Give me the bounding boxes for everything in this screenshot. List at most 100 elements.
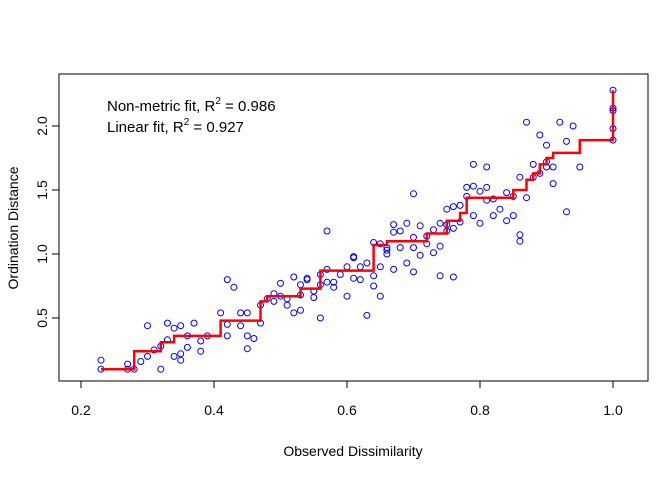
y-tick-label: 2.0 (34, 116, 50, 136)
data-point (343, 292, 351, 300)
data-point (323, 278, 331, 286)
data-point (303, 274, 311, 282)
data-point (177, 322, 185, 330)
data-point (496, 205, 504, 213)
annotation-nonmetric-sup: 2 (215, 96, 221, 107)
data-point (310, 294, 318, 301)
x-axis: 0.2 0.4 0.6 0.8 1.0 (71, 381, 623, 418)
data-point (403, 219, 411, 227)
data-point (144, 322, 151, 330)
data-point (323, 227, 331, 235)
data-point (190, 319, 198, 327)
annotation-linear-suffix: = 0.927 (189, 119, 244, 136)
data-point (243, 332, 251, 340)
x-tick-label: 0.4 (204, 402, 224, 418)
data-point (449, 203, 457, 211)
data-point (376, 263, 384, 271)
data-point (436, 272, 444, 280)
data-point (283, 301, 291, 309)
y-tick-label: 0.5 (34, 308, 50, 328)
annotation-linear-fit: Linear fit, R2 = 0.927 (107, 117, 244, 136)
data-point (330, 278, 338, 286)
data-point (469, 160, 477, 168)
data-point (197, 337, 205, 345)
data-point (483, 183, 491, 191)
data-point (223, 332, 231, 340)
data-point (396, 244, 404, 252)
data-point (363, 259, 371, 267)
y-tick-label: 1.0 (34, 244, 50, 264)
data-point (177, 350, 185, 358)
annotation-linear-sup: 2 (184, 117, 190, 128)
data-point (416, 251, 424, 259)
x-tick-label: 0.8 (470, 402, 490, 418)
data-point (356, 263, 364, 271)
stepwise-fit (101, 90, 615, 371)
data-point (469, 182, 477, 190)
plot-box (58, 73, 649, 382)
data-point (410, 233, 417, 241)
data-point (469, 212, 477, 220)
annotation-nonmetric-fit: Non-metric fit, R2 = 0.986 (107, 96, 276, 115)
data-point (503, 217, 511, 225)
data-point (290, 309, 298, 317)
data-point (563, 137, 570, 145)
data-point (489, 212, 497, 220)
annotation-nonmetric-suffix: = 0.986 (221, 98, 276, 115)
data-point (336, 271, 344, 278)
data-point (390, 228, 398, 236)
data-point (170, 324, 178, 332)
data-point (137, 358, 145, 365)
data-point (237, 322, 245, 330)
stepwise-fit-line (101, 90, 615, 371)
data-point (449, 273, 457, 281)
data-point (563, 208, 570, 216)
data-point (157, 365, 165, 373)
data-point (223, 320, 231, 328)
data-point (370, 272, 378, 280)
data-point (536, 131, 544, 139)
data-point (456, 201, 464, 209)
data-point (144, 352, 151, 360)
data-point (290, 273, 298, 281)
data-point (476, 219, 484, 227)
data-point (150, 346, 158, 354)
data-point (436, 242, 444, 250)
data-point (529, 160, 537, 168)
data-point (243, 345, 251, 353)
data-point (223, 276, 231, 284)
data-point (297, 306, 304, 314)
data-point (569, 122, 577, 130)
data-point (383, 246, 391, 254)
data-point (410, 190, 417, 198)
data-point (124, 360, 132, 368)
data-point (430, 226, 437, 234)
data-point (177, 356, 185, 364)
data-point (443, 205, 451, 213)
data-point (316, 314, 324, 322)
data-point (363, 311, 371, 319)
x-tick-label: 1.0 (603, 402, 623, 418)
data-point (356, 276, 364, 284)
data-point (523, 118, 530, 126)
data-point (556, 118, 564, 126)
data-point (549, 180, 557, 188)
data-point (277, 279, 284, 287)
data-point (396, 227, 404, 235)
data-point (250, 335, 258, 342)
y-axis: 0.5 1.0 1.5 2.0 (34, 116, 59, 328)
annotation-linear-prefix: Linear fit, R (107, 119, 184, 136)
data-point (523, 194, 530, 202)
data-point (516, 173, 524, 181)
data-point (463, 183, 471, 191)
data-point (436, 219, 444, 227)
data-point (509, 212, 517, 220)
data-point (297, 281, 304, 289)
data-point (343, 263, 351, 271)
data-point (516, 237, 524, 245)
annotation-nonmetric-prefix: Non-metric fit, R (107, 98, 216, 115)
data-point (370, 282, 378, 290)
data-point (97, 356, 105, 364)
data-point (410, 244, 417, 252)
data-point (430, 249, 437, 257)
